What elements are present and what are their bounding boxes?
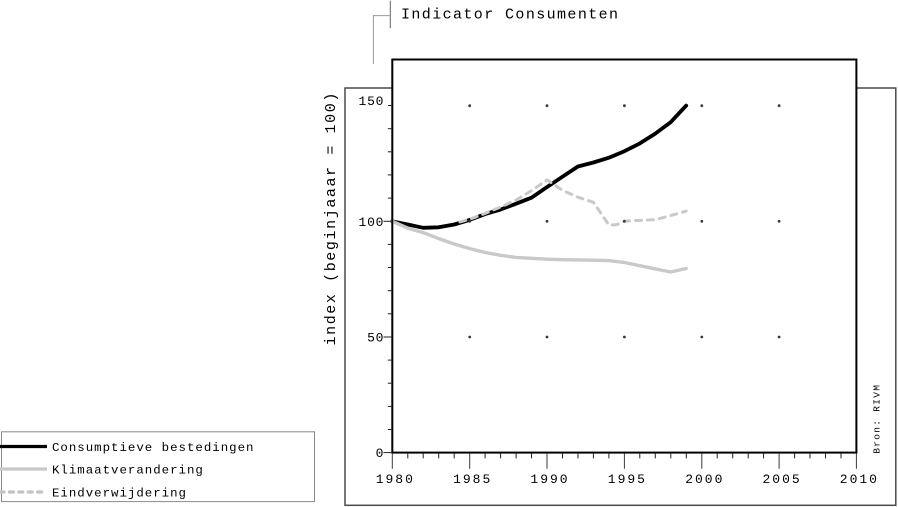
svg-text:50: 50 [367,331,384,346]
svg-text:100: 100 [359,215,385,230]
svg-text:1980: 1980 [376,472,415,487]
svg-text:150: 150 [359,94,385,109]
svg-text:0: 0 [376,446,385,461]
svg-text:1990: 1990 [530,472,569,487]
svg-text:Consumptieve bestedingen: Consumptieve bestedingen [52,441,254,455]
svg-text:Eindverwijdering: Eindverwijdering [52,487,187,501]
svg-text:Klimaatverandering: Klimaatverandering [52,464,204,478]
svg-text:2005: 2005 [762,472,801,487]
svg-text:1995: 1995 [608,472,647,487]
svg-text:1985: 1985 [453,472,492,487]
svg-text:Indicator Consumenten: Indicator Consumenten [401,7,619,24]
svg-text:2010: 2010 [840,472,879,487]
svg-text:2000: 2000 [685,472,724,487]
svg-text:Bron: RIVM: Bron: RIVM [872,384,883,454]
svg-text:index (beginjaaar = 100): index (beginjaaar = 100) [323,91,340,345]
